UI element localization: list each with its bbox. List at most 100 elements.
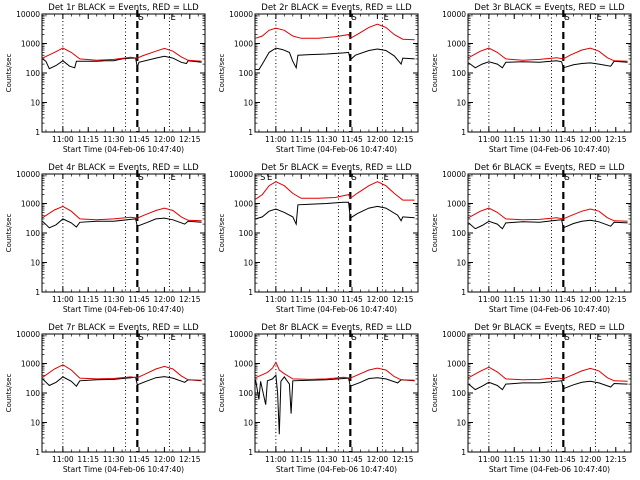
- y-tick-label: 100: [452, 389, 467, 398]
- x-tick-label: 11:45: [554, 295, 576, 304]
- y-tick-label: 100: [239, 69, 254, 78]
- y-tick-label: 100: [26, 389, 41, 398]
- y-tick-label: 1000: [21, 40, 40, 49]
- x-tick-label: 11:45: [554, 455, 576, 464]
- x-tick-label: 12:00: [580, 295, 602, 304]
- x-tick-label: 12:15: [179, 295, 201, 304]
- x-tick-label: 11:15: [290, 135, 312, 144]
- x-tick-label: 11:00: [478, 455, 500, 464]
- y-tick-label: 100: [26, 69, 41, 78]
- x-axis-label: Start Time (04-Feb-06 10:47:40): [276, 145, 397, 154]
- time-marker-label: E: [596, 173, 601, 183]
- panel-title: Det 1r BLACK = Events, RED = LLD: [48, 3, 199, 13]
- x-tick-label: 11:15: [503, 135, 525, 144]
- y-tick-label: 10000: [16, 10, 40, 19]
- y-tick-label: 100: [26, 229, 41, 238]
- y-tick-label: 1000: [234, 40, 253, 49]
- y-tick-label: 1: [248, 448, 253, 457]
- x-tick-label: 11:45: [341, 455, 363, 464]
- detector-panel: Det 8r BLACK = Events, RED = LLD 1 10 100 10…: [218, 323, 419, 474]
- y-tick-label: 10000: [442, 10, 466, 19]
- plot-frame: [254, 173, 419, 293]
- x-tick-label: 11:00: [265, 135, 287, 144]
- lld-rate-line: [468, 207, 628, 222]
- y-tick-label: 10: [30, 259, 40, 268]
- plot-frame: [41, 13, 206, 133]
- events-rate-line: [468, 380, 628, 391]
- y-tick-label: 1: [461, 448, 466, 457]
- y-tick-label: 10: [456, 419, 466, 428]
- time-marker-label: S: [138, 173, 143, 183]
- time-marker-label: S: [564, 173, 569, 183]
- x-tick-label: 12:00: [154, 295, 176, 304]
- y-axis-label: Counts/sec: [218, 214, 226, 253]
- y-tick-label: 1000: [447, 360, 466, 369]
- x-axis-label: Start Time (04-Feb-06 10:47:40): [276, 465, 397, 474]
- plot-frame: [467, 173, 632, 293]
- x-tick-label: 11:00: [52, 135, 74, 144]
- x-tick-label: 11:30: [316, 135, 338, 144]
- x-tick-label: 11:30: [103, 135, 125, 144]
- y-axis-label: Counts/sec: [5, 54, 13, 93]
- x-tick-label: 11:15: [503, 455, 525, 464]
- y-tick-label: 10000: [229, 10, 253, 19]
- time-marker-label: E: [383, 333, 388, 343]
- detector-panel: Det 5r BLACK = Events, RED = LLD 1 10 100 10…: [218, 163, 419, 314]
- y-tick-label: 1: [248, 288, 253, 297]
- x-tick-label: 11:00: [265, 455, 287, 464]
- events-rate-line: [42, 376, 202, 387]
- y-tick-label: 1: [35, 128, 40, 137]
- y-axis-label: Counts/sec: [218, 54, 226, 93]
- panel-title: Det 3r BLACK = Events, RED = LLD: [474, 3, 625, 13]
- x-tick-label: 12:00: [154, 455, 176, 464]
- time-marker-label: S: [351, 173, 356, 183]
- x-tick-label: 11:00: [478, 295, 500, 304]
- detector-panel: Det 9r BLACK = Events, RED = LLD 1 10 100 10…: [431, 323, 632, 474]
- y-tick-label: 10: [30, 99, 40, 108]
- x-axis-label: Start Time (04-Feb-06 10:47:40): [489, 145, 610, 154]
- x-axis-label: Start Time (04-Feb-06 10:47:40): [489, 465, 610, 474]
- events-rate-line: [468, 60, 628, 69]
- x-tick-label: 11:00: [265, 295, 287, 304]
- x-axis-label: Start Time (04-Feb-06 10:47:40): [63, 145, 184, 154]
- x-tick-label: 11:45: [128, 135, 150, 144]
- x-tick-label: 12:00: [580, 455, 602, 464]
- y-tick-label: 1: [35, 448, 40, 457]
- time-marker-label: S: [351, 333, 356, 343]
- x-tick-label: 11:30: [316, 455, 338, 464]
- x-tick-label: 11:15: [77, 455, 99, 464]
- y-axis-label: Counts/sec: [431, 374, 439, 413]
- y-tick-label: 10000: [442, 330, 466, 339]
- y-tick-label: 1000: [447, 40, 466, 49]
- x-tick-label: 11:15: [503, 295, 525, 304]
- time-marker-label: E: [596, 333, 601, 343]
- x-tick-label: 12:15: [392, 295, 414, 304]
- y-tick-label: 10: [456, 259, 466, 268]
- x-tick-label: 11:15: [77, 295, 99, 304]
- x-tick-label: 11:30: [103, 455, 125, 464]
- y-tick-label: 1000: [234, 360, 253, 369]
- y-tick-label: 10000: [442, 170, 466, 179]
- y-tick-label: 10000: [229, 170, 253, 179]
- lld-rate-line: [42, 364, 202, 381]
- x-tick-label: 11:30: [103, 295, 125, 304]
- x-tick-label: 11:45: [341, 295, 363, 304]
- detector-panel: Det 2r BLACK = Events, RED = LLD 1 10 100 10…: [218, 3, 419, 154]
- x-tick-label: 12:00: [367, 135, 389, 144]
- time-marker-label: S: [138, 13, 143, 23]
- time-marker-label: E: [267, 173, 272, 183]
- x-tick-label: 11:15: [290, 295, 312, 304]
- time-marker-label: E: [383, 13, 388, 23]
- lld-rate-line: [468, 366, 628, 382]
- y-axis-label: Counts/sec: [5, 374, 13, 413]
- plot-frame: [467, 333, 632, 453]
- y-tick-label: 10: [243, 419, 253, 428]
- x-tick-label: 11:45: [341, 135, 363, 144]
- detector-panel: Det 3r BLACK = Events, RED = LLD 1 10 100 10…: [431, 3, 632, 154]
- x-tick-label: 12:15: [605, 295, 627, 304]
- y-tick-label: 1: [35, 288, 40, 297]
- x-tick-label: 12:00: [154, 135, 176, 144]
- lld-rate-line: [255, 181, 415, 201]
- panel-title: Det 7r BLACK = Events, RED = LLD: [48, 323, 199, 333]
- x-tick-label: 12:00: [367, 295, 389, 304]
